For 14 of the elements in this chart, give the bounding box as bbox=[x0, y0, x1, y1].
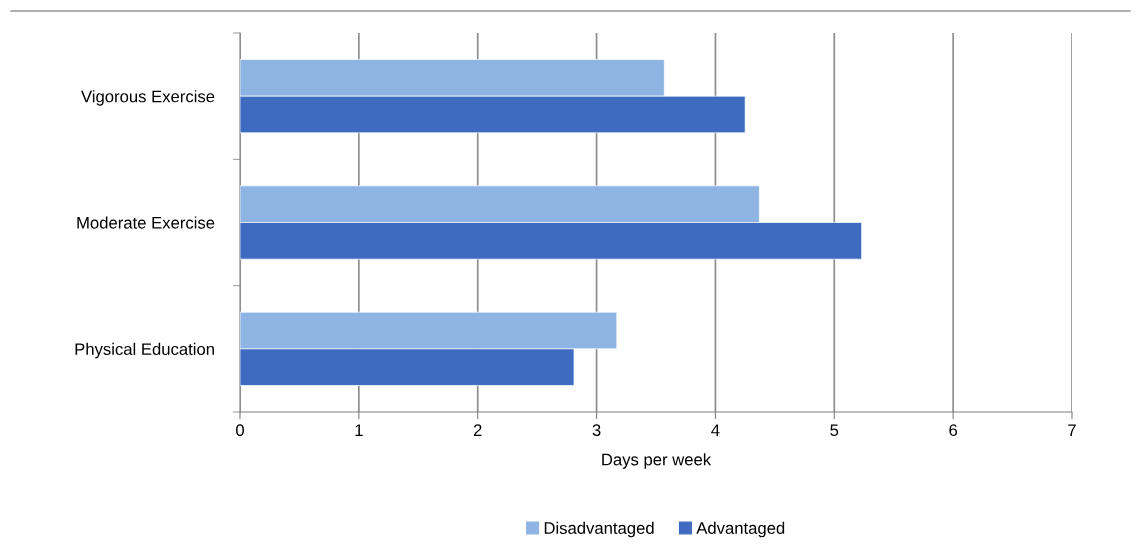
x-tick-label: 3 bbox=[592, 424, 601, 437]
x-tick-label: 6 bbox=[949, 424, 958, 437]
legend-label: Advantaged bbox=[696, 521, 785, 538]
x-tick-label: 5 bbox=[830, 424, 839, 437]
x-tick-label: 1 bbox=[355, 424, 363, 436]
x-tick-label: 4 bbox=[711, 424, 720, 436]
x-tick-label: 0 bbox=[236, 424, 244, 437]
y-tick-label: Vigorous Exercise bbox=[81, 90, 215, 106]
x-tick-label: 2 bbox=[473, 424, 482, 436]
legend-label: Disadvantaged bbox=[544, 521, 654, 538]
y-tick-label: Moderate Exercise bbox=[77, 216, 215, 229]
y-tick-label: Physical Education bbox=[75, 342, 214, 359]
x-tick-label: 7 bbox=[1068, 424, 1076, 436]
x-axis-title: Days per week bbox=[602, 453, 712, 469]
